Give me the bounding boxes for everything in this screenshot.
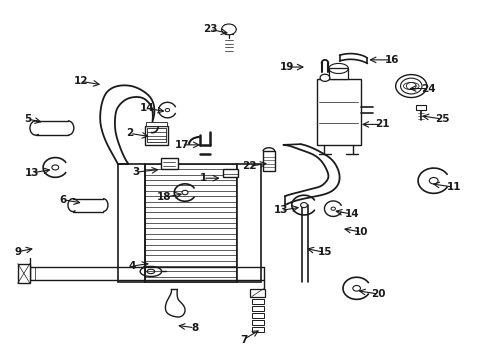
- Bar: [251, 306, 263, 311]
- Text: 25: 25: [434, 114, 448, 124]
- Bar: [147, 129, 165, 142]
- Circle shape: [400, 78, 421, 94]
- Bar: [144, 126, 167, 145]
- Circle shape: [52, 165, 59, 170]
- Text: 7: 7: [239, 334, 247, 345]
- Circle shape: [406, 82, 415, 90]
- Text: 14: 14: [140, 103, 154, 113]
- Circle shape: [165, 108, 169, 112]
- Bar: [316, 78, 360, 145]
- Bar: [251, 299, 263, 304]
- Bar: [144, 164, 237, 282]
- Text: 18: 18: [157, 192, 171, 202]
- Circle shape: [300, 203, 307, 208]
- Text: 5: 5: [24, 114, 31, 124]
- Text: 2: 2: [126, 129, 133, 138]
- Text: 13: 13: [25, 168, 40, 178]
- Circle shape: [395, 75, 426, 98]
- Bar: [263, 151, 275, 171]
- Bar: [251, 313, 263, 318]
- Text: 9: 9: [14, 247, 21, 257]
- Bar: [328, 68, 347, 78]
- Text: 22: 22: [242, 161, 256, 171]
- Text: 19: 19: [280, 62, 294, 72]
- Text: 16: 16: [384, 55, 398, 65]
- Bar: [18, 264, 30, 283]
- Text: 23: 23: [203, 24, 217, 35]
- Bar: [415, 105, 425, 110]
- Circle shape: [320, 74, 329, 81]
- Text: 15: 15: [317, 247, 331, 257]
- Text: 21: 21: [374, 120, 388, 129]
- Text: 6: 6: [60, 195, 66, 205]
- Text: 14: 14: [344, 209, 358, 219]
- Bar: [250, 289, 264, 297]
- Text: 20: 20: [370, 289, 385, 299]
- Text: 11: 11: [446, 182, 461, 192]
- Circle shape: [330, 207, 335, 210]
- Bar: [251, 327, 263, 332]
- Text: 1: 1: [199, 173, 206, 183]
- Bar: [160, 158, 177, 168]
- Text: 17: 17: [174, 140, 189, 150]
- Bar: [222, 169, 238, 177]
- Bar: [237, 164, 260, 282]
- Text: 4: 4: [128, 261, 136, 271]
- Text: 3: 3: [132, 167, 140, 177]
- Text: 8: 8: [191, 323, 198, 333]
- Bar: [251, 320, 263, 325]
- Bar: [118, 164, 144, 282]
- Circle shape: [221, 24, 236, 35]
- Text: 24: 24: [421, 84, 435, 94]
- Text: 10: 10: [353, 227, 368, 237]
- Circle shape: [428, 177, 437, 184]
- Text: 13: 13: [273, 206, 288, 216]
- Circle shape: [182, 190, 187, 195]
- Circle shape: [352, 285, 360, 291]
- Text: 12: 12: [74, 76, 88, 86]
- Bar: [145, 122, 166, 126]
